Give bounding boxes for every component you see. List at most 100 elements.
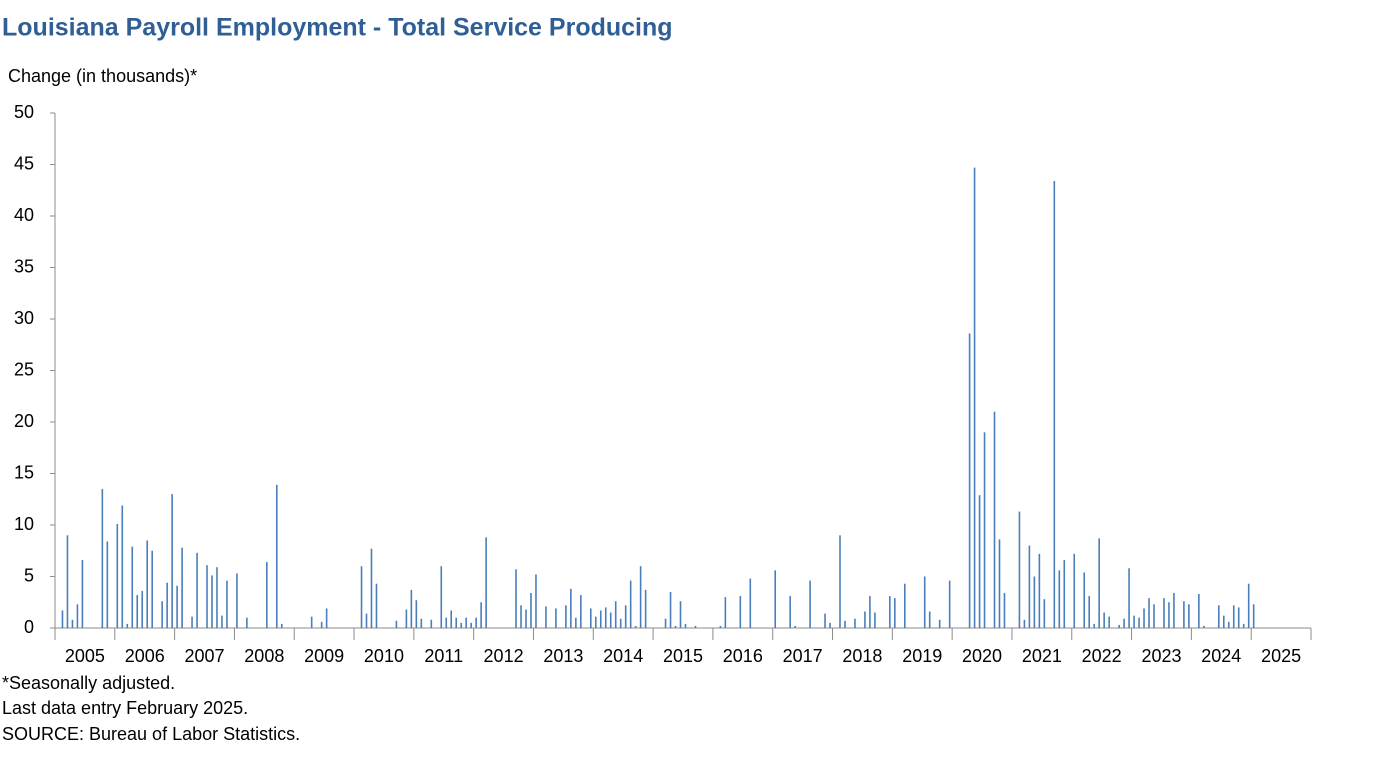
bar — [824, 613, 826, 628]
bar — [1247, 583, 1250, 628]
bar — [1188, 604, 1190, 628]
x-tick-label: 2019 — [902, 646, 942, 666]
bar — [589, 608, 592, 628]
bar — [420, 618, 423, 628]
bar — [1043, 599, 1046, 628]
bar — [146, 540, 149, 628]
x-tick-label: 2015 — [663, 646, 703, 666]
bar — [530, 592, 532, 628]
y-tick-label: 25 — [14, 359, 34, 379]
bar — [1217, 605, 1220, 628]
x-tick-label: 2014 — [603, 646, 643, 666]
y-axis-label: Change (in thousands)* — [8, 66, 197, 86]
bar — [1123, 618, 1125, 628]
bar — [430, 619, 433, 628]
bar — [1058, 570, 1061, 628]
bar — [395, 620, 398, 628]
bar — [525, 609, 527, 628]
bar — [938, 619, 941, 628]
bar — [1088, 596, 1091, 628]
bar — [719, 625, 722, 628]
x-tick-label: 2025 — [1261, 646, 1301, 666]
bar — [101, 488, 104, 628]
bar — [325, 608, 328, 628]
bar — [555, 608, 557, 628]
bar — [894, 598, 896, 628]
bar — [280, 623, 283, 628]
bar — [320, 621, 323, 628]
bar — [191, 616, 193, 628]
x-tick-label: 2007 — [185, 646, 225, 666]
bar — [365, 613, 368, 628]
bar — [619, 618, 622, 628]
bar — [669, 591, 672, 628]
bar — [1063, 560, 1066, 628]
bar — [973, 167, 976, 628]
x-tick-label: 2024 — [1201, 646, 1241, 666]
bar — [485, 537, 487, 628]
x-tick-label: 2023 — [1141, 646, 1181, 666]
bar — [1237, 607, 1240, 628]
bar — [81, 560, 84, 628]
bar — [903, 583, 906, 628]
bar — [106, 541, 109, 628]
bar — [575, 617, 577, 628]
bar — [565, 605, 567, 628]
bar — [1023, 619, 1026, 628]
bar — [978, 495, 981, 628]
x-tick-label: 2006 — [125, 646, 165, 666]
bar — [1163, 598, 1165, 628]
bar — [1003, 592, 1006, 628]
bar — [121, 505, 124, 628]
bar — [310, 616, 313, 628]
note: Last data entry February 2025. — [2, 698, 248, 718]
bar — [465, 617, 467, 628]
y-tick-label: 45 — [14, 153, 34, 173]
bar — [1098, 538, 1100, 628]
bar — [1103, 612, 1105, 628]
bar — [515, 569, 517, 628]
bar — [171, 494, 173, 628]
y-tick-label: 0 — [24, 617, 34, 637]
bar — [76, 604, 79, 628]
x-tick-label: 2018 — [842, 646, 882, 666]
bar — [375, 583, 378, 628]
bar — [724, 597, 727, 628]
bar — [1183, 601, 1185, 628]
y-tick-label: 15 — [14, 462, 34, 482]
x-tick-label: 2005 — [65, 646, 105, 666]
x-tick-label: 2010 — [364, 646, 404, 666]
bar — [211, 575, 213, 628]
bar — [1252, 604, 1255, 628]
bar — [968, 333, 971, 628]
bar — [1133, 615, 1135, 628]
bar — [1118, 624, 1120, 628]
bar — [1242, 623, 1245, 628]
bar — [71, 619, 74, 628]
x-tick-label: 2016 — [723, 646, 763, 666]
bar — [864, 611, 866, 628]
y-tick-label: 50 — [14, 102, 34, 122]
note: SOURCE: Bureau of Labor Statistics. — [2, 724, 300, 744]
bar — [634, 625, 637, 628]
bar — [1138, 617, 1140, 628]
bar — [1038, 553, 1041, 628]
bar — [629, 580, 632, 628]
bar — [844, 620, 846, 628]
bar — [141, 590, 144, 628]
bar — [61, 610, 64, 628]
bar — [460, 622, 463, 628]
bar — [151, 550, 153, 628]
bar — [450, 610, 453, 628]
bar — [360, 566, 363, 628]
bar — [246, 617, 248, 628]
bar — [594, 616, 597, 628]
y-tick-label: 5 — [24, 565, 34, 585]
bar — [166, 582, 168, 628]
x-tick-label: 2012 — [484, 646, 524, 666]
bar — [614, 601, 617, 628]
x-tick-label: 2022 — [1082, 646, 1122, 666]
bar — [664, 618, 667, 628]
bar — [126, 623, 129, 628]
